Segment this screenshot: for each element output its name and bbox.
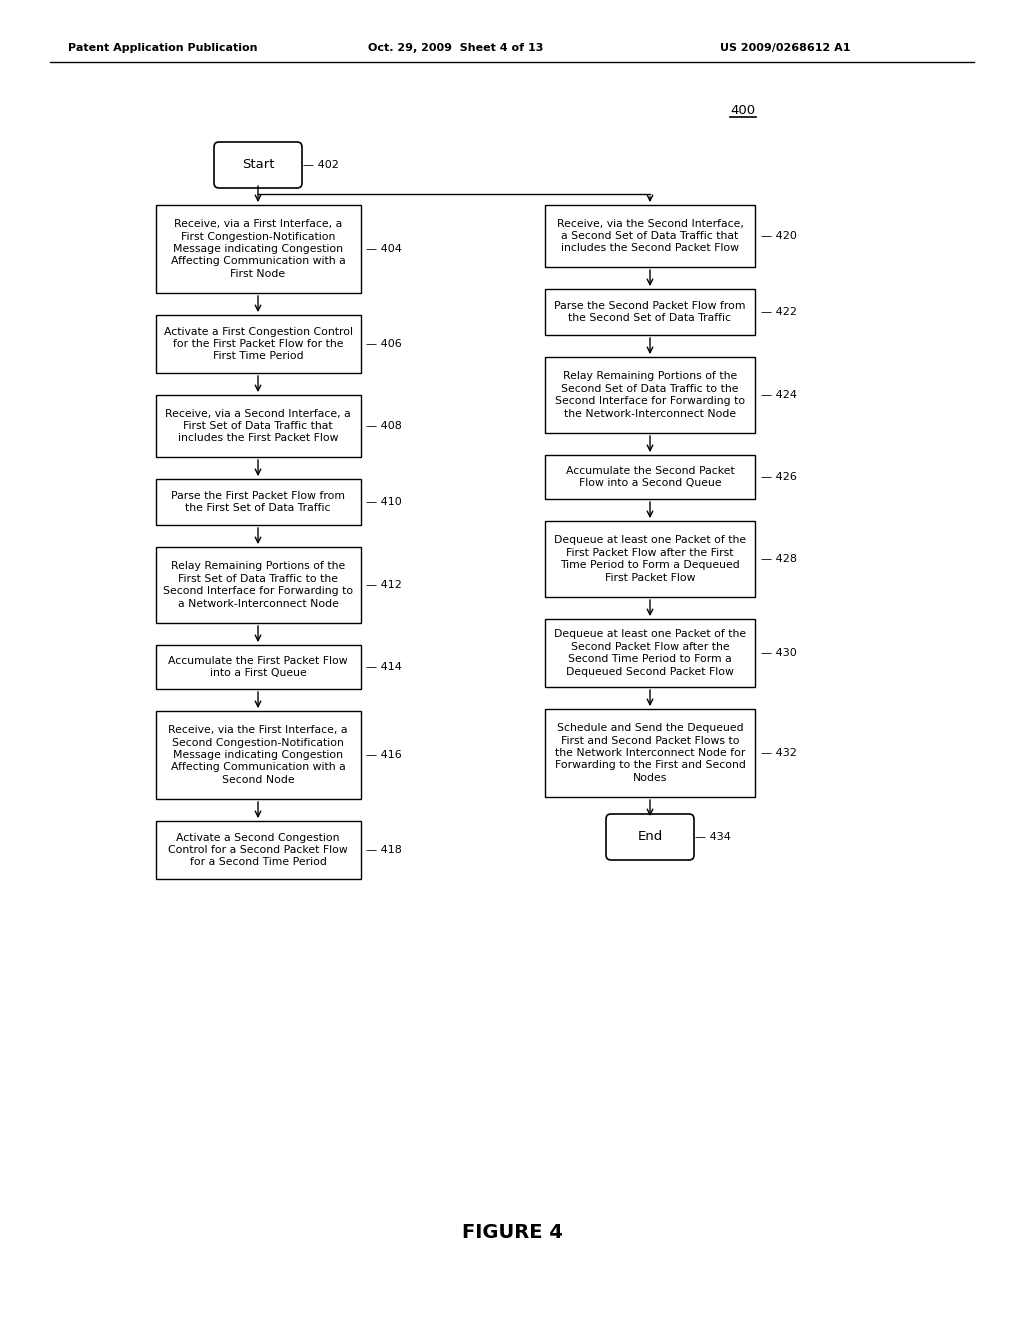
Text: — 406: — 406 (367, 339, 402, 348)
Text: — 428: — 428 (761, 554, 797, 564)
Text: FIGURE 4: FIGURE 4 (462, 1222, 562, 1242)
Text: Accumulate the First Packet Flow
into a First Queue: Accumulate the First Packet Flow into a … (168, 656, 348, 678)
Text: — 414: — 414 (367, 663, 402, 672)
FancyBboxPatch shape (156, 315, 360, 374)
FancyBboxPatch shape (545, 356, 755, 433)
Text: Receive, via the Second Interface,
a Second Set of Data Traffic that
includes th: Receive, via the Second Interface, a Sec… (557, 219, 743, 253)
FancyBboxPatch shape (214, 143, 302, 187)
Text: — 424: — 424 (761, 389, 797, 400)
FancyBboxPatch shape (156, 546, 360, 623)
Text: Patent Application Publication: Patent Application Publication (68, 44, 257, 53)
Text: Relay Remaining Portions of the
Second Set of Data Traffic to the
Second Interfa: Relay Remaining Portions of the Second S… (555, 371, 745, 418)
FancyBboxPatch shape (545, 709, 755, 797)
FancyBboxPatch shape (545, 455, 755, 499)
Text: Receive, via the First Interface, a
Second Congestion-Notification
Message indic: Receive, via the First Interface, a Seco… (168, 725, 348, 785)
Text: Activate a First Congestion Control
for the First Packet Flow for the
First Time: Activate a First Congestion Control for … (164, 326, 352, 362)
Text: — 432: — 432 (761, 748, 797, 758)
Text: Dequeue at least one Packet of the
First Packet Flow after the First
Time Period: Dequeue at least one Packet of the First… (554, 536, 746, 582)
Text: Schedule and Send the Dequeued
First and Second Packet Flows to
the Network Inte: Schedule and Send the Dequeued First and… (555, 723, 745, 783)
Text: Accumulate the Second Packet
Flow into a Second Queue: Accumulate the Second Packet Flow into a… (565, 466, 734, 488)
FancyBboxPatch shape (606, 814, 694, 861)
Text: — 410: — 410 (367, 498, 402, 507)
Text: Parse the First Packet Flow from
the First Set of Data Traffic: Parse the First Packet Flow from the Fir… (171, 491, 345, 513)
Text: Parse the Second Packet Flow from
the Second Set of Data Traffic: Parse the Second Packet Flow from the Se… (554, 301, 745, 323)
FancyBboxPatch shape (156, 205, 360, 293)
Text: Dequeue at least one Packet of the
Second Packet Flow after the
Second Time Peri: Dequeue at least one Packet of the Secon… (554, 630, 746, 677)
FancyBboxPatch shape (545, 521, 755, 597)
Text: — 420: — 420 (761, 231, 797, 242)
Text: — 402: — 402 (303, 160, 339, 170)
FancyBboxPatch shape (156, 479, 360, 525)
Text: End: End (637, 830, 663, 843)
FancyBboxPatch shape (545, 619, 755, 686)
Text: — 412: — 412 (367, 579, 402, 590)
Text: Start: Start (242, 158, 274, 172)
Text: — 422: — 422 (761, 308, 797, 317)
Text: — 434: — 434 (695, 832, 731, 842)
Text: Receive, via a Second Interface, a
First Set of Data Traffic that
includes the F: Receive, via a Second Interface, a First… (165, 409, 351, 444)
Text: 400: 400 (730, 103, 755, 116)
Text: — 408: — 408 (367, 421, 402, 432)
Text: Oct. 29, 2009  Sheet 4 of 13: Oct. 29, 2009 Sheet 4 of 13 (368, 44, 544, 53)
Text: — 418: — 418 (367, 845, 402, 855)
Text: Receive, via a First Interface, a
First Congestion-Notification
Message indicati: Receive, via a First Interface, a First … (171, 219, 345, 279)
Text: — 430: — 430 (761, 648, 797, 657)
Text: — 404: — 404 (367, 244, 402, 253)
Text: — 426: — 426 (761, 473, 797, 482)
Text: — 416: — 416 (367, 750, 402, 760)
FancyBboxPatch shape (156, 645, 360, 689)
FancyBboxPatch shape (545, 289, 755, 335)
FancyBboxPatch shape (156, 395, 360, 457)
FancyBboxPatch shape (156, 821, 360, 879)
Text: US 2009/0268612 A1: US 2009/0268612 A1 (720, 44, 851, 53)
Text: Activate a Second Congestion
Control for a Second Packet Flow
for a Second Time : Activate a Second Congestion Control for… (168, 833, 348, 867)
Text: Relay Remaining Portions of the
First Set of Data Traffic to the
Second Interfac: Relay Remaining Portions of the First Se… (163, 561, 353, 609)
FancyBboxPatch shape (545, 205, 755, 267)
FancyBboxPatch shape (156, 711, 360, 799)
